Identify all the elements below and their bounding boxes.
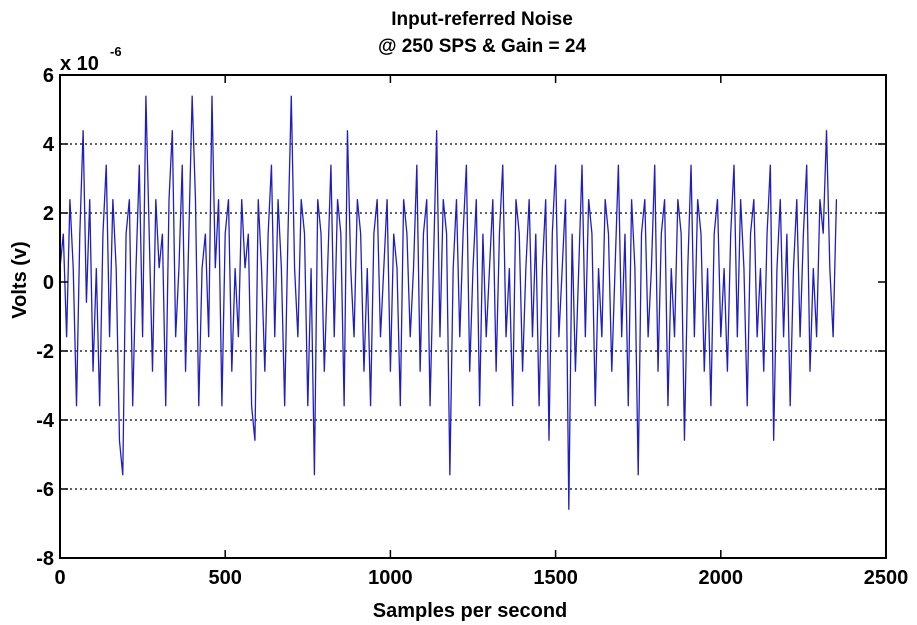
y-tick-label-4: 0 [43, 272, 54, 294]
x-tick-label-3: 1500 [533, 567, 578, 589]
x-tick-label-2: 1000 [368, 567, 413, 589]
x-tick-label-5: 2500 [864, 567, 909, 589]
x-tick-label-0: 0 [54, 567, 65, 589]
plot-frame [59, 74, 887, 559]
y-tick-label-7: 6 [43, 65, 54, 87]
y-tick-label-1: -6 [36, 479, 54, 501]
x-tick-label-1: 500 [209, 567, 242, 589]
x-axis-label: Samples per second [373, 600, 568, 622]
y-tick-label-0: -8 [36, 548, 54, 570]
chart-title: Input-referred Noise [391, 9, 573, 30]
y-tick-label-6: 4 [43, 134, 55, 156]
chart-subtitle: @ 250 SPS & Gain = 24 [378, 36, 587, 57]
x-tick-label-4: 2000 [699, 567, 744, 589]
series-line-0 [59, 95, 838, 510]
y-multiplier-exponent: -6 [110, 44, 122, 59]
y-tick-label-2: -4 [36, 410, 55, 432]
ticks: 0 500 1000 1500 2000 2500 -8 -6 -4 -2 0 2 4 6 [36, 65, 908, 589]
axes [59, 74, 887, 559]
y-tick-label-5: 2 [43, 203, 54, 225]
y-axis-label: Volts (v) [9, 241, 31, 318]
y-tick-label-3: -2 [36, 341, 54, 363]
y-multiplier: x 10 -6 [60, 44, 122, 75]
y-multiplier-base: x 10 [60, 53, 99, 75]
series-layer [59, 95, 838, 510]
